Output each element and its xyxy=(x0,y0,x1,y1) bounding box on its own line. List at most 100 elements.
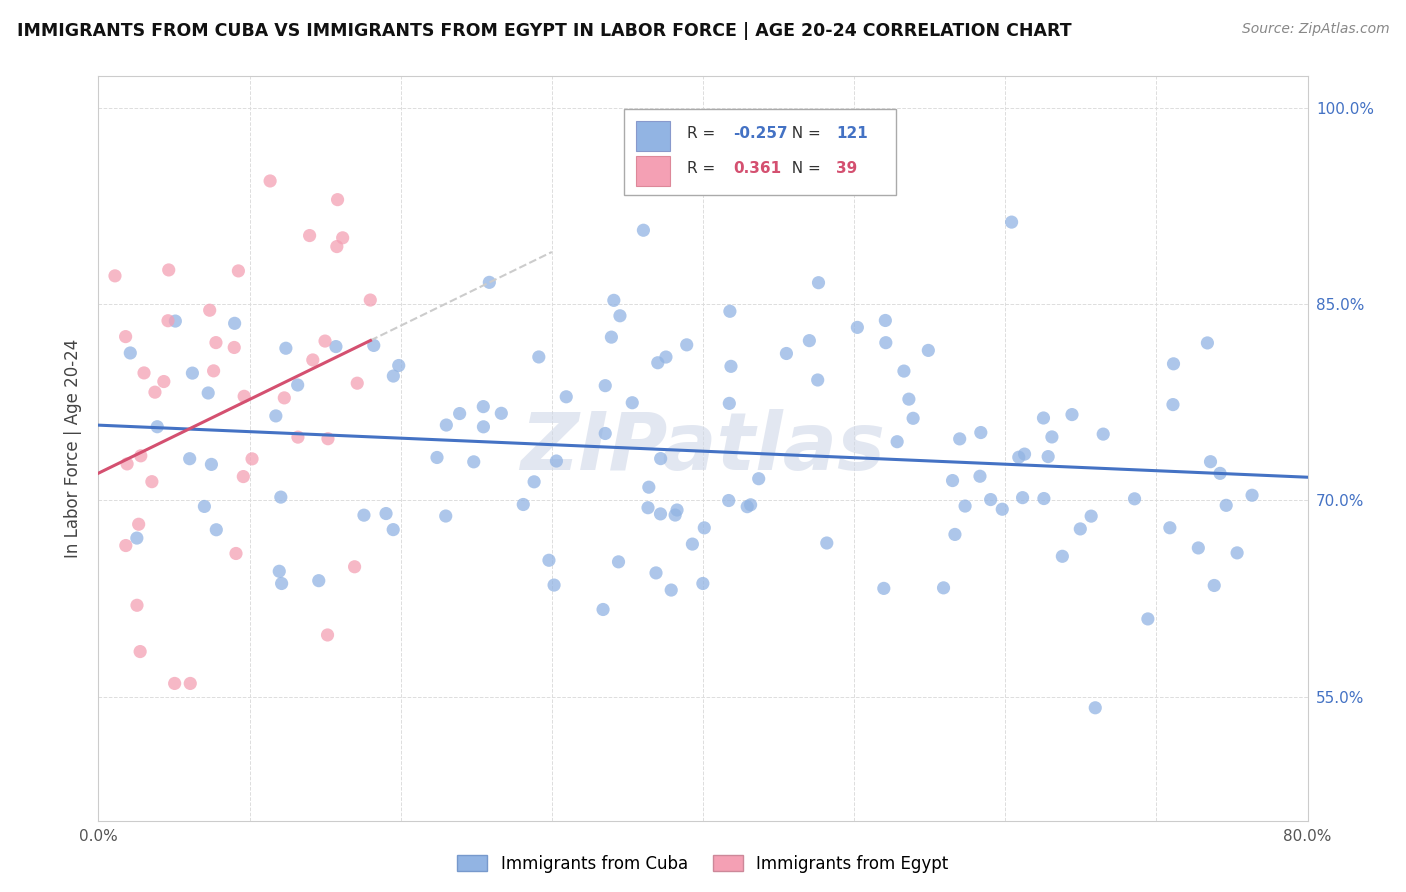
Point xyxy=(1163,357,1185,371)
Point xyxy=(353,508,375,523)
Point xyxy=(125,599,148,613)
Point xyxy=(225,546,247,560)
Point xyxy=(692,576,714,591)
Point xyxy=(270,490,292,504)
Point xyxy=(346,376,368,391)
Point xyxy=(233,389,256,403)
Point xyxy=(1032,491,1054,506)
Point xyxy=(146,419,169,434)
Point xyxy=(537,553,560,567)
Point xyxy=(287,430,309,444)
FancyBboxPatch shape xyxy=(637,121,671,151)
Point xyxy=(603,293,626,308)
Point xyxy=(523,475,546,489)
Point xyxy=(1123,491,1146,506)
Point xyxy=(846,320,869,334)
Point xyxy=(901,411,924,425)
Point xyxy=(1032,411,1054,425)
Point xyxy=(426,450,449,465)
Point xyxy=(332,231,354,245)
Point xyxy=(316,628,339,642)
Point xyxy=(128,517,150,532)
Y-axis label: In Labor Force | Age 20-24: In Labor Force | Age 20-24 xyxy=(65,339,83,558)
Point xyxy=(165,314,187,328)
Point xyxy=(527,350,550,364)
Point xyxy=(298,228,321,243)
Point xyxy=(1204,578,1226,592)
Point xyxy=(720,359,742,374)
Point xyxy=(200,458,222,472)
Point xyxy=(1197,335,1219,350)
Text: N =: N = xyxy=(782,127,825,142)
Point xyxy=(1000,215,1022,229)
Text: N =: N = xyxy=(782,161,825,177)
Point xyxy=(316,432,339,446)
Point xyxy=(205,335,228,350)
Point xyxy=(1069,522,1091,536)
Point xyxy=(1161,398,1184,412)
Point xyxy=(1092,427,1115,442)
Point xyxy=(718,396,741,410)
Point xyxy=(943,527,966,541)
Point xyxy=(637,480,659,494)
Point xyxy=(143,385,166,400)
Point xyxy=(969,469,991,483)
Point xyxy=(1060,408,1083,422)
Point xyxy=(543,578,565,592)
Point xyxy=(740,498,762,512)
Point xyxy=(314,334,336,348)
Point xyxy=(655,350,678,364)
Point xyxy=(157,263,180,277)
Point xyxy=(593,378,616,392)
Point xyxy=(1215,499,1237,513)
Point xyxy=(224,316,246,330)
Point xyxy=(953,499,976,513)
Point xyxy=(375,507,398,521)
Point xyxy=(932,581,955,595)
Point xyxy=(491,406,513,420)
Point xyxy=(181,366,204,380)
Point xyxy=(1226,546,1249,560)
Text: Source: ZipAtlas.com: Source: ZipAtlas.com xyxy=(1241,22,1389,37)
Point xyxy=(875,313,897,327)
Point xyxy=(114,539,136,553)
Point xyxy=(308,574,330,588)
Point xyxy=(434,509,457,524)
Point xyxy=(270,576,292,591)
Point xyxy=(693,521,716,535)
Legend: Immigrants from Cuba, Immigrants from Egypt: Immigrants from Cuba, Immigrants from Eg… xyxy=(451,848,955,880)
Point xyxy=(637,500,659,515)
Point xyxy=(897,392,920,406)
Point xyxy=(1036,450,1059,464)
Point xyxy=(717,493,740,508)
Point xyxy=(873,582,896,596)
FancyBboxPatch shape xyxy=(624,110,897,195)
Point xyxy=(232,469,254,483)
Point xyxy=(718,304,741,318)
Text: 39: 39 xyxy=(837,161,858,177)
Point xyxy=(449,407,471,421)
Point xyxy=(125,531,148,545)
Point xyxy=(205,523,228,537)
Point xyxy=(609,309,631,323)
Point xyxy=(129,449,152,463)
Point xyxy=(132,366,155,380)
Point xyxy=(269,564,291,578)
Point xyxy=(325,340,347,354)
Point xyxy=(104,268,127,283)
Point xyxy=(941,474,963,488)
Point xyxy=(478,276,501,290)
Point xyxy=(1159,521,1181,535)
Point xyxy=(970,425,993,440)
Point xyxy=(775,346,797,360)
Point xyxy=(120,346,142,360)
Point xyxy=(382,523,405,537)
Point xyxy=(748,472,770,486)
Point xyxy=(991,502,1014,516)
Point xyxy=(363,338,385,352)
Point xyxy=(600,330,623,344)
Point xyxy=(633,223,655,237)
Point xyxy=(815,536,838,550)
Point xyxy=(434,417,457,432)
Point xyxy=(141,475,163,489)
